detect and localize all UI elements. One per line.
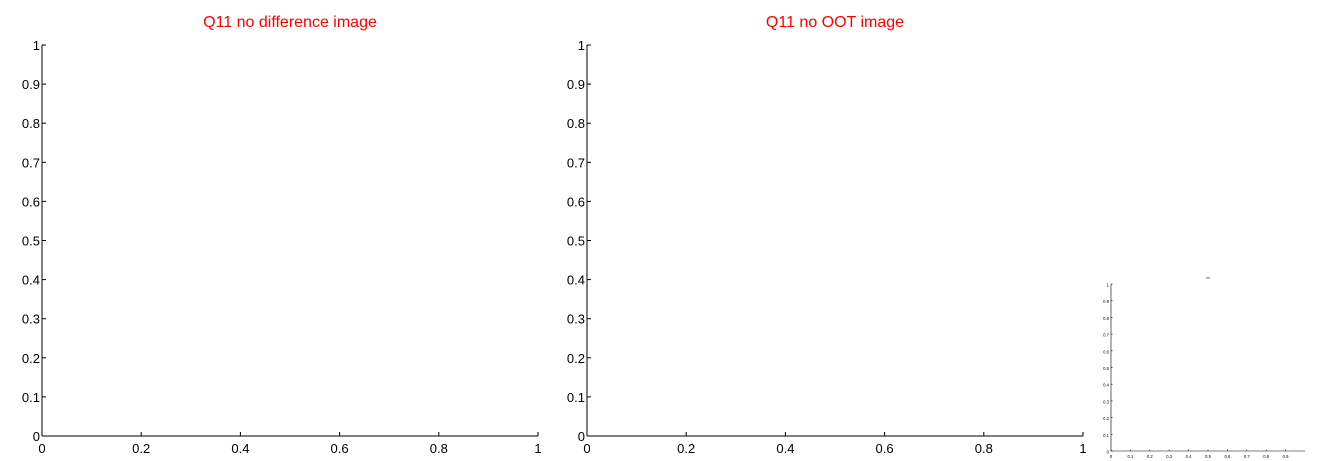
- x-tick-label: 0.4: [231, 441, 249, 456]
- x-tick-label: 0.4: [776, 441, 794, 456]
- x-tick-label: 0.6: [876, 441, 894, 456]
- y-tick-label: 0.5: [567, 234, 585, 249]
- x-tick-label: 0.6: [1224, 454, 1230, 459]
- y-tick-label: 0.9: [1103, 299, 1109, 304]
- y-tick-label: 0.6: [567, 194, 585, 209]
- x-tick-label: 0.1: [1127, 454, 1133, 459]
- y-tick-label: 0: [1107, 450, 1110, 455]
- y-tick-label: 0.7: [22, 155, 40, 170]
- y-tick-label: 0: [33, 429, 40, 444]
- x-tick-label: 0.8: [975, 441, 993, 456]
- axes: 0 0.1 0.2 0.3 0.4 0.5 0.6 0.7 0.8 0.9 1 0 0.2 0.4 0.6 0…: [22, 38, 542, 456]
- y-tick-label: 0.6: [22, 194, 40, 209]
- y-tick-label: 0.1: [1103, 433, 1109, 438]
- y-tick-label: 0.9: [22, 77, 40, 92]
- y-tick-label: 0.7: [1103, 333, 1109, 338]
- y-tick-label: 0.3: [1103, 399, 1109, 404]
- y-tick-label: 1: [1107, 283, 1110, 288]
- y-tick-label: 0.3: [567, 312, 585, 327]
- chart-inset-small: 0 0.1 0.2 0.3 0.4 0.5 0.6 0.7 0.8 0.9 1 0 0.1 0.2 0.3 0…: [1103, 277, 1305, 459]
- y-tick-label: 0.8: [567, 116, 585, 131]
- y-tick-label: 0.2: [1103, 416, 1109, 421]
- x-tick-label: 0.6: [331, 441, 349, 456]
- x-tick-label: 0.7: [1244, 454, 1250, 459]
- y-tick-label: 1: [578, 38, 585, 53]
- chart-title: Q11 no difference image: [203, 14, 377, 31]
- y-tick-label: 0.9: [567, 77, 585, 92]
- x-tick-label: 1: [1079, 441, 1086, 456]
- x-tick-label: 1: [534, 441, 541, 456]
- x-tick-label: 0.8: [430, 441, 448, 456]
- x-tick-label: 0.9: [1283, 454, 1289, 459]
- x-tick-label: 0.2: [132, 441, 150, 456]
- y-tick-label: 0.4: [22, 273, 40, 288]
- x-tick-label: 0: [583, 441, 590, 456]
- y-tick-label: 0.6: [1103, 349, 1109, 354]
- chart-q11-no-difference-image: Q11 no difference image 0 0.1 0.2 0.3 0.4 0.5…: [22, 14, 542, 456]
- x-tick-label: 0.2: [677, 441, 695, 456]
- y-tick-label: 0.5: [22, 234, 40, 249]
- y-tick-label: 0.4: [567, 273, 585, 288]
- y-tick-label: 0.5: [1103, 366, 1109, 371]
- axes: 0 0.1 0.2 0.3 0.4 0.5 0.6 0.7 0.8 0.9 1 0 0.1 0.2 0.3 0…: [1103, 277, 1305, 459]
- y-tick-label: 0.7: [567, 155, 585, 170]
- chart-q11-no-oot-image: Q11 no OOT image 00.10.20.30.40.50.60.70…: [567, 14, 1087, 456]
- x-tick-label: 0.2: [1147, 454, 1153, 459]
- y-tick-label: 0.3: [22, 312, 40, 327]
- x-tick-label: 0.3: [1166, 454, 1172, 459]
- x-tick-label: 0.4: [1186, 454, 1192, 459]
- chart-title: Q11 no OOT image: [766, 14, 904, 31]
- y-tick-label: 0.2: [22, 351, 40, 366]
- y-tick-label: 0.2: [567, 351, 585, 366]
- y-tick-label: 0.1: [22, 390, 40, 405]
- y-tick-label: 0.8: [22, 116, 40, 131]
- y-tick-label: 0: [578, 429, 585, 444]
- x-tick-label: 0: [1110, 454, 1113, 459]
- x-tick-label: 0.5: [1205, 454, 1211, 459]
- x-tick-label: 0.8: [1263, 454, 1269, 459]
- axes: 0 0.1 0.2 0.3 0.4 0.5 0.6 0.7 0.8 0.9 1 0 0.2 0.4 0.6 0…: [567, 38, 1087, 456]
- y-tick-label: 1: [33, 38, 40, 53]
- y-tick-label: 0.8: [1103, 316, 1109, 321]
- y-tick-label: 0.1: [567, 390, 585, 405]
- x-tick-label: 0: [38, 441, 45, 456]
- y-tick-label: 0.4: [1103, 383, 1109, 388]
